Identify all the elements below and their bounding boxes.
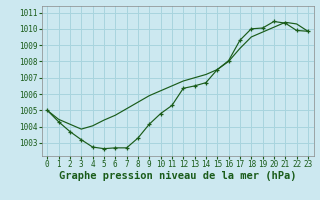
X-axis label: Graphe pression niveau de la mer (hPa): Graphe pression niveau de la mer (hPa)	[59, 171, 296, 181]
